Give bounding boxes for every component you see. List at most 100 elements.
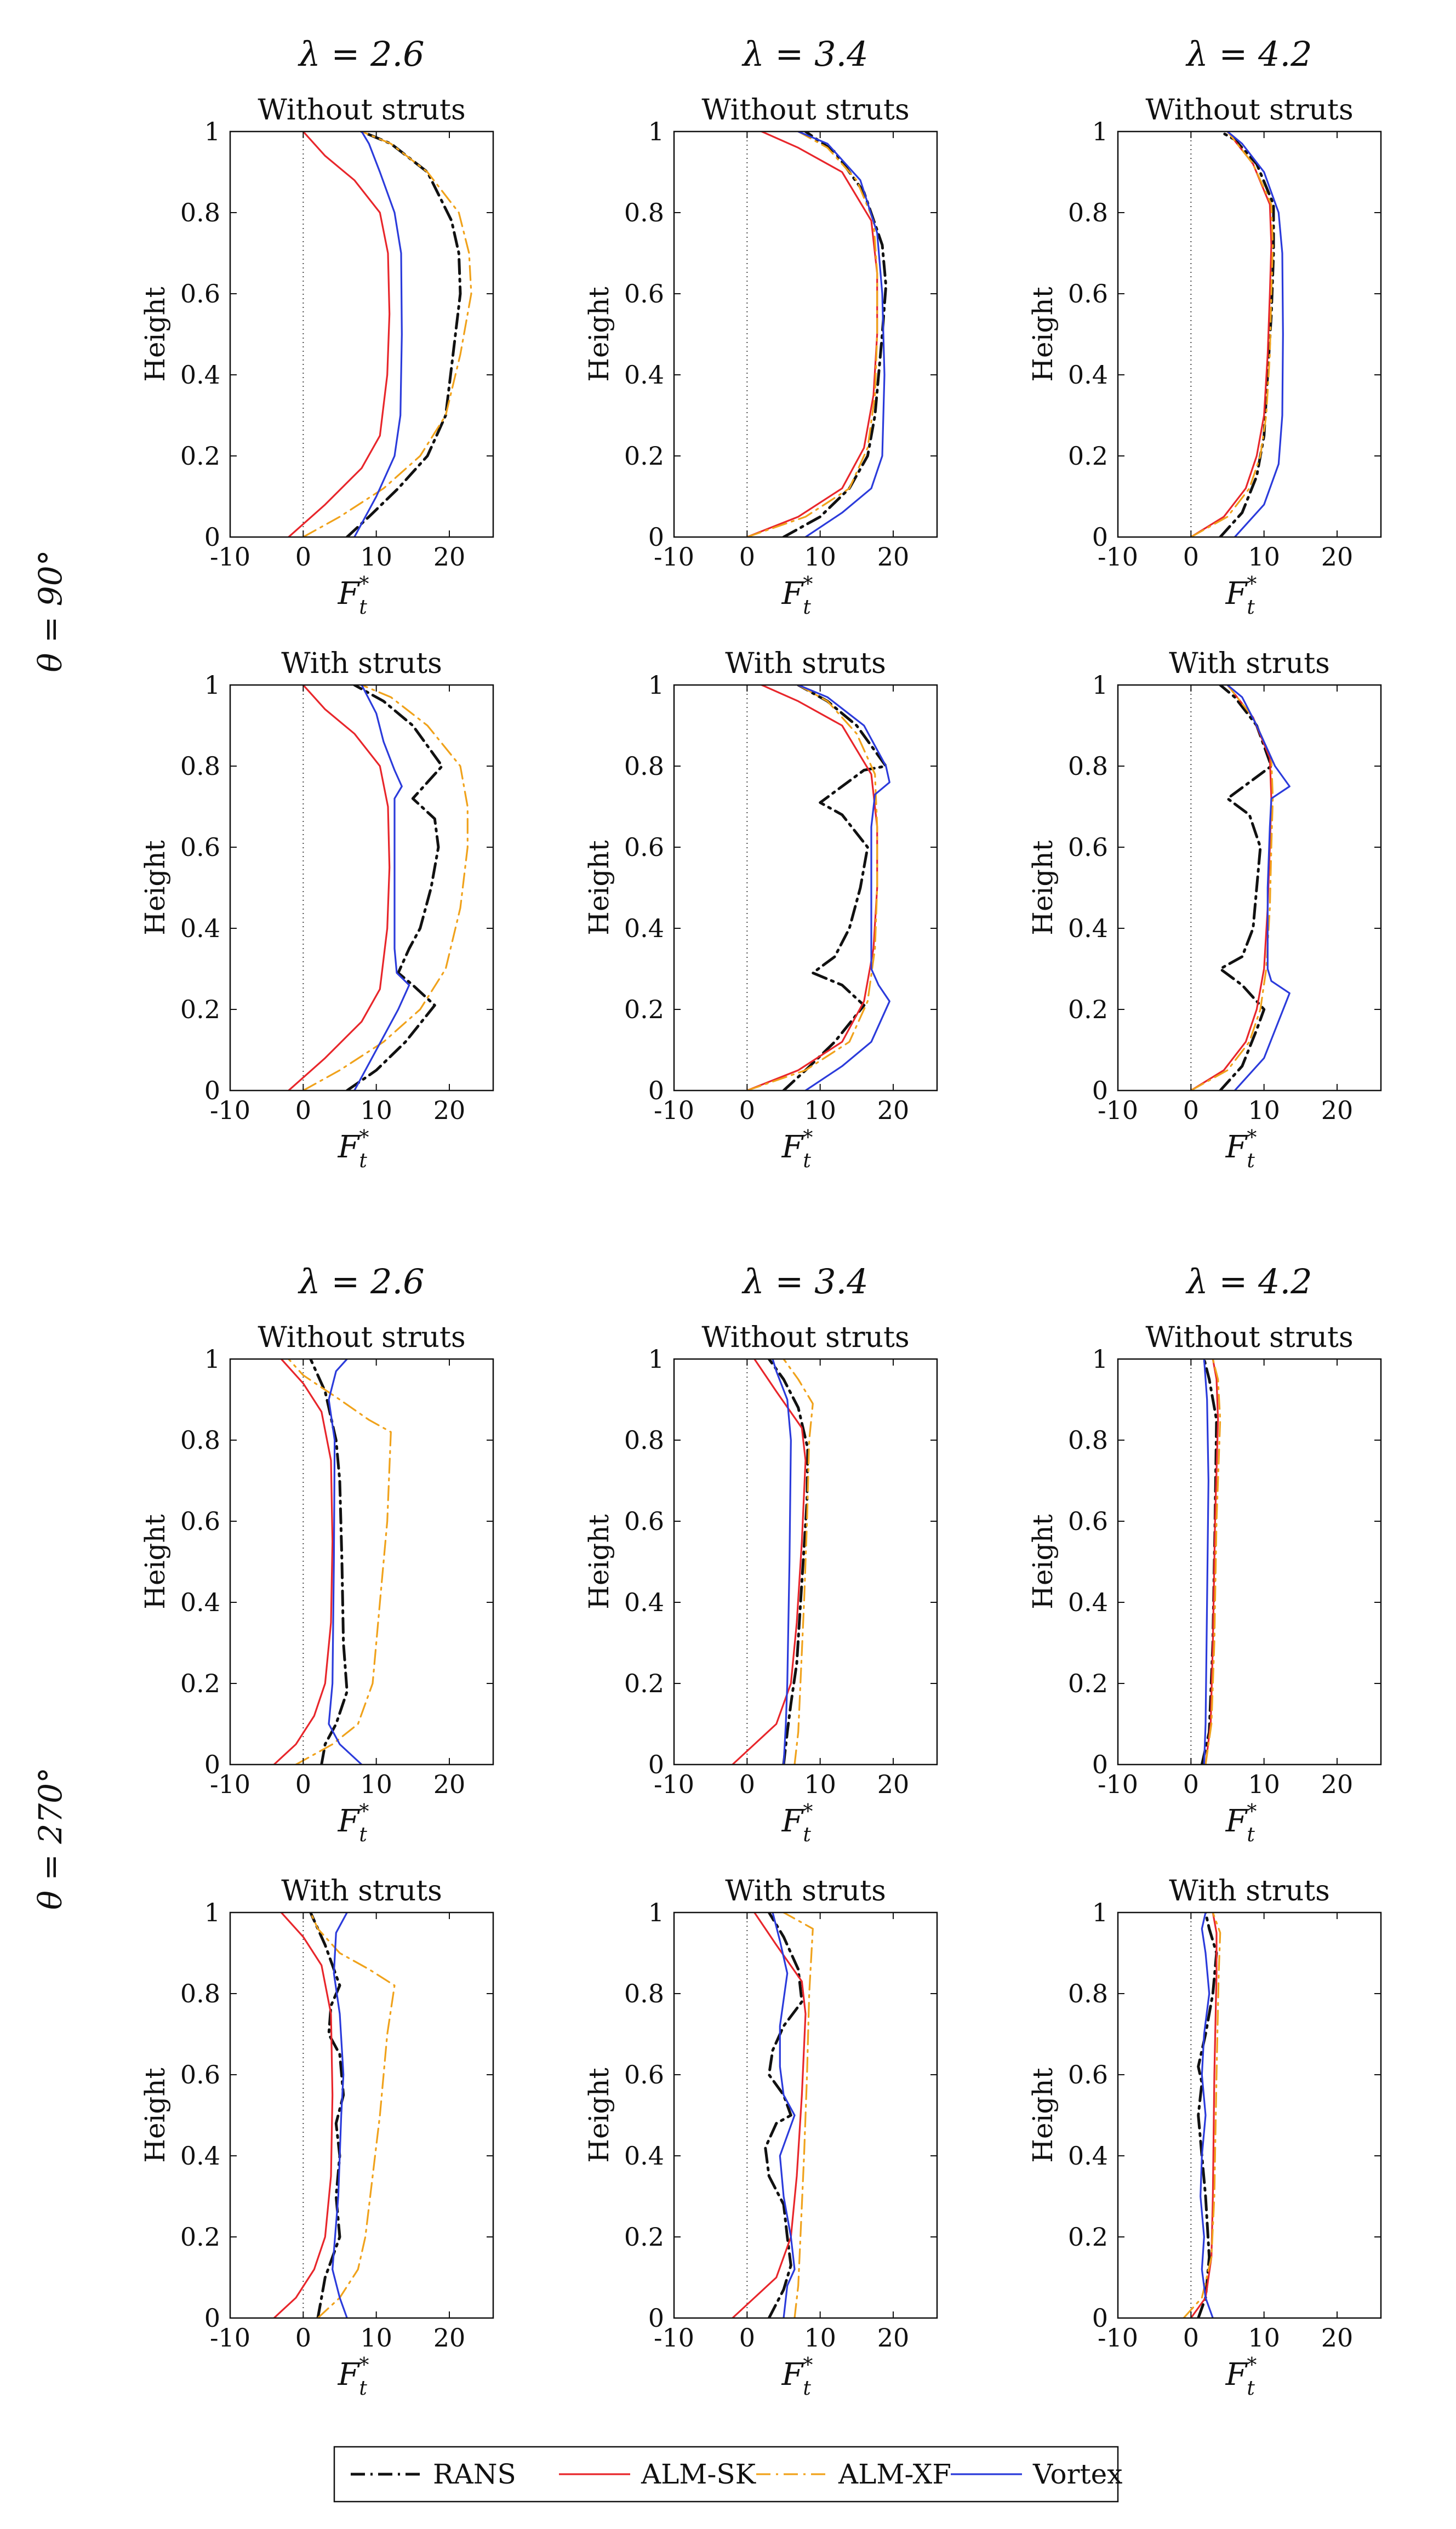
series-line-vortex (772, 1359, 792, 1765)
x-tick-label: -10 (654, 542, 694, 572)
series-line-vortex (1226, 132, 1284, 537)
series-line-vortex (332, 1913, 348, 2318)
x-tick-label: 0 (1183, 1095, 1199, 1125)
y-tick-label: 0.4 (180, 1588, 220, 1617)
y-tick-label: 0 (648, 2303, 664, 2333)
panel-title: Without struts (258, 1321, 465, 1354)
column-title: λ = 2.6 (297, 1261, 424, 1301)
y-tick-label: 0.6 (1068, 2060, 1108, 2090)
x-tick-label: 10 (804, 542, 836, 572)
series-line-alm-sk (732, 1359, 807, 1765)
y-tick-label: 0 (1092, 2303, 1108, 2333)
series-line-alm-sk (746, 685, 878, 1091)
y-tick-label: 0.4 (180, 360, 220, 390)
plot-frame (1117, 684, 1382, 1092)
series-group (732, 1913, 814, 2318)
y-axis-label: Height (139, 287, 171, 382)
y-tick-label: 1 (648, 1344, 664, 1374)
y-tick-label: 0.2 (1068, 2222, 1108, 2252)
y-tick-label: 1 (648, 670, 664, 700)
y-axis-label: Height (1027, 287, 1059, 382)
series-line-alm-sk (1190, 132, 1272, 537)
series-line-rans (309, 1359, 349, 1765)
y-tick-label: 0 (648, 1750, 664, 1779)
y-tick-label: 0.4 (1068, 2141, 1108, 2171)
y-axis-label: Height (139, 1514, 171, 1609)
series-line-alm-sk (288, 132, 391, 537)
column-title: λ = 3.4 (741, 34, 868, 74)
series-line-alm-xf (310, 1913, 396, 2318)
y-tick-label: 0.2 (624, 1669, 664, 1698)
y-tick-label: 1 (648, 1898, 664, 1927)
x-tick-label: 20 (1321, 2323, 1354, 2353)
y-tick-label: 0 (204, 1076, 220, 1105)
legend-label: ALM-SK (641, 2458, 757, 2490)
series-line-rans (1219, 132, 1275, 537)
series-line-alm-xf (1190, 132, 1274, 537)
y-axis-label: Height (1027, 2068, 1059, 2163)
y-tick-label: 0.8 (1068, 1979, 1108, 2008)
y-tick-label: 0 (648, 522, 664, 552)
x-tick-label: 10 (804, 1769, 836, 1799)
legend-item-rans: RANS (351, 2458, 516, 2490)
series-line-vortex (328, 1359, 363, 1765)
x-tick-label: 20 (433, 542, 466, 572)
series-line-alm-xf (1190, 685, 1274, 1091)
plot-frame (673, 1911, 938, 2319)
y-tick-label: 0.2 (1068, 995, 1108, 1024)
x-tick-label: 20 (877, 1769, 910, 1799)
series-line-vortex (1226, 685, 1291, 1091)
series-group (288, 685, 469, 1091)
x-tick-label: 0 (295, 2323, 311, 2353)
y-tick-label: 1 (1092, 670, 1108, 700)
y-tick-label: 1 (1092, 117, 1108, 146)
x-axis-label: F* t (338, 2354, 369, 2400)
series-line-vortex (353, 685, 410, 1091)
series-line-alm-xf (746, 685, 878, 1091)
x-axis-label: F* t (338, 573, 369, 619)
y-tick-label: 0.2 (180, 441, 220, 471)
series-line-vortex (797, 132, 886, 537)
y-tick-label: 0 (1092, 522, 1108, 552)
series-line-alm-xf (1204, 1359, 1221, 1765)
legend-item-alm-sk: ALM-SK (559, 2458, 757, 2490)
y-tick-label: 0.8 (180, 198, 220, 227)
panel-title: With struts (281, 647, 442, 680)
series-line-alm-xf (746, 132, 878, 537)
row-group-labels: θ = 90° θ = 270° (32, 550, 69, 1910)
x-tick-label: 10 (1248, 1095, 1280, 1125)
y-tick-label: 0.2 (624, 2222, 664, 2252)
y-axis-label: Height (583, 2068, 615, 2163)
y-tick-label: 0.8 (624, 1979, 664, 2008)
y-tick-label: 0.8 (1068, 751, 1108, 781)
series-line-rans (1219, 685, 1273, 1091)
series-line-alm-xf (1183, 1913, 1221, 2318)
x-tick-label: 20 (1321, 1095, 1354, 1125)
series-line-alm-xf (783, 1359, 814, 1765)
x-tick-label: 20 (877, 1095, 910, 1125)
series-line-vortex (1200, 1913, 1214, 2318)
panel-4: With struts-10 0 10 2000.20.40.60.81HeightF… (139, 647, 494, 1172)
series-group (288, 132, 472, 537)
panel-title: Without struts (701, 94, 909, 127)
y-tick-label: 0.8 (624, 751, 664, 781)
x-tick-label: 0 (295, 542, 311, 572)
y-tick-label: 0.4 (1068, 1588, 1108, 1617)
y-tick-label: 0 (1092, 1750, 1108, 1779)
series-group (746, 132, 888, 537)
x-tick-label: -10 (210, 1769, 250, 1799)
panel-title: Without struts (701, 1321, 909, 1354)
x-tick-label: 0 (1183, 2323, 1199, 2353)
y-axis-label: Height (1027, 1514, 1059, 1609)
x-axis-label: F* t (1225, 2354, 1257, 2400)
series-line-vortex (797, 685, 890, 1091)
x-tick-label: 0 (295, 1095, 311, 1125)
x-tick-label: -10 (210, 1095, 250, 1125)
series-group (273, 1913, 396, 2318)
x-tick-label: 20 (433, 1769, 466, 1799)
y-axis-label: Height (583, 840, 615, 935)
y-tick-label: 0.4 (624, 360, 664, 390)
x-axis-label: F* t (781, 573, 813, 619)
